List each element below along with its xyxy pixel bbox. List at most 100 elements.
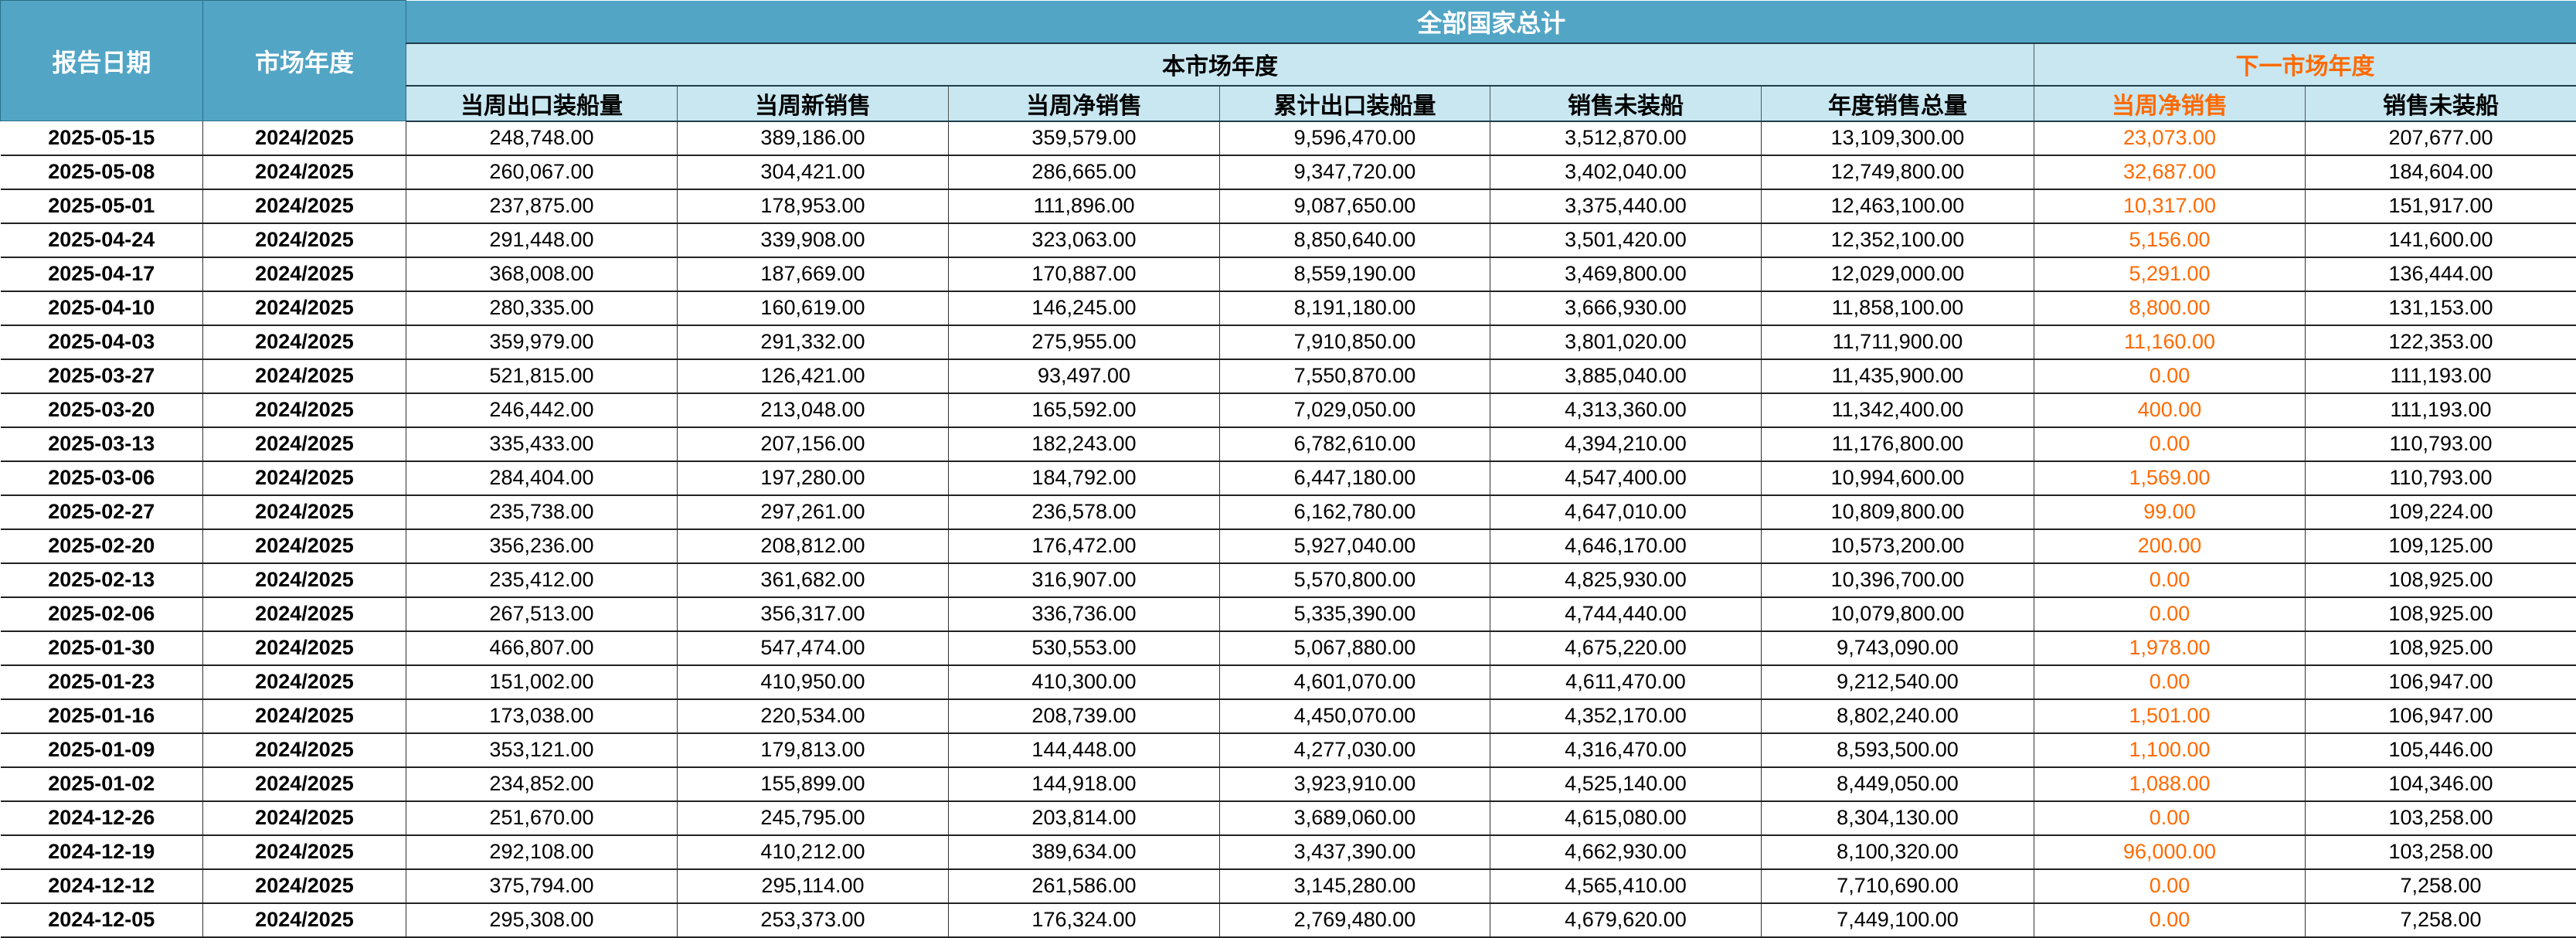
cell-market-year: 2024/2025 [203,869,406,903]
cell-weekly-net-sales: 93,497.00 [949,359,1220,393]
cell-market-year: 2024/2025 [203,665,406,699]
column-header-weekly-exports: 当周出口装船量 [406,86,678,121]
cell-total-commitments: 12,029,000.00 [1762,257,2034,291]
cell-weekly-new-sales: 178,953.00 [678,189,949,223]
cell-weekly-net-sales: 182,243.00 [949,427,1220,461]
cell-market-year: 2024/2025 [203,801,406,835]
cell-weekly-new-sales: 213,048.00 [678,393,949,427]
cell-weekly-new-sales: 361,682.00 [678,563,949,597]
cell-weekly-new-sales: 155,899.00 [678,767,949,801]
cell-next-year-outstanding-sales: 7,258.00 [2306,869,2576,903]
cell-market-year: 2024/2025 [203,631,406,665]
cell-outstanding-sales: 3,402,040.00 [1490,155,1762,189]
cell-outstanding-sales: 3,375,440.00 [1490,189,1762,223]
cell-market-year: 2024/2025 [203,461,406,495]
cell-weekly-exports: 235,412.00 [406,563,678,597]
cell-cumulative-exports: 8,191,180.00 [1220,291,1490,325]
cell-outstanding-sales: 3,469,800.00 [1490,257,1762,291]
cell-weekly-exports: 521,815.00 [406,359,678,393]
cell-weekly-net-sales: 165,592.00 [949,393,1220,427]
cell-report-date: 2025-01-30 [1,631,203,665]
cell-next-year-outstanding-sales: 108,925.00 [2306,631,2576,665]
cell-cumulative-exports: 4,601,070.00 [1220,665,1490,699]
cell-market-year: 2024/2025 [203,733,406,767]
cell-next-year-net-sales: 10,317.00 [2034,189,2306,223]
cell-next-year-outstanding-sales: 136,444.00 [2306,257,2576,291]
cell-weekly-new-sales: 197,280.00 [678,461,949,495]
cell-next-year-net-sales: 0.00 [2034,801,2306,835]
cell-cumulative-exports: 4,450,070.00 [1220,699,1490,733]
cell-weekly-exports: 151,002.00 [406,665,678,699]
cell-outstanding-sales: 4,744,440.00 [1490,597,1762,631]
cell-cumulative-exports: 3,923,910.00 [1220,767,1490,801]
cell-market-year: 2024/2025 [203,223,406,257]
cell-next-year-net-sales: 1,088.00 [2034,767,2306,801]
table-title: 全部国家总计 [406,1,2576,43]
cell-next-year-outstanding-sales: 110,793.00 [2306,427,2576,461]
cell-market-year: 2024/2025 [203,359,406,393]
cell-weekly-new-sales: 547,474.00 [678,631,949,665]
cell-market-year: 2024/2025 [203,767,406,801]
cell-next-year-net-sales: 1,100.00 [2034,733,2306,767]
cell-weekly-net-sales: 170,887.00 [949,257,1220,291]
cell-total-commitments: 10,573,200.00 [1762,529,2034,563]
cell-total-commitments: 11,858,100.00 [1762,291,2034,325]
cell-weekly-exports: 251,670.00 [406,801,678,835]
cell-market-year: 2024/2025 [203,495,406,529]
cell-weekly-exports: 248,748.00 [406,121,678,155]
cell-next-year-outstanding-sales: 106,947.00 [2306,665,2576,699]
cell-market-year: 2024/2025 [203,903,406,937]
cell-next-year-outstanding-sales: 109,125.00 [2306,529,2576,563]
cell-next-year-outstanding-sales: 103,258.00 [2306,835,2576,869]
cell-next-year-outstanding-sales: 122,353.00 [2306,325,2576,359]
cell-weekly-new-sales: 245,795.00 [678,801,949,835]
cell-outstanding-sales: 4,547,400.00 [1490,461,1762,495]
cell-weekly-new-sales: 179,813.00 [678,733,949,767]
cell-next-year-net-sales: 23,073.00 [2034,121,2306,155]
cell-weekly-net-sales: 176,324.00 [949,903,1220,937]
cell-next-year-outstanding-sales: 207,677.00 [2306,121,2576,155]
group-header-next-year: 下一市场年度 [2034,43,2576,86]
cell-next-year-outstanding-sales: 110,793.00 [2306,461,2576,495]
cell-weekly-new-sales: 220,534.00 [678,699,949,733]
cell-weekly-net-sales: 176,472.00 [949,529,1220,563]
cell-weekly-new-sales: 126,421.00 [678,359,949,393]
cell-next-year-outstanding-sales: 108,925.00 [2306,563,2576,597]
cell-weekly-net-sales: 144,918.00 [949,767,1220,801]
cell-next-year-outstanding-sales: 106,947.00 [2306,699,2576,733]
cell-weekly-net-sales: 261,586.00 [949,869,1220,903]
cell-outstanding-sales: 4,316,470.00 [1490,733,1762,767]
cell-cumulative-exports: 5,335,390.00 [1220,597,1490,631]
cell-next-year-net-sales: 0.00 [2034,597,2306,631]
cell-cumulative-exports: 6,162,780.00 [1220,495,1490,529]
cell-weekly-net-sales: 146,245.00 [949,291,1220,325]
cell-report-date: 2025-04-17 [1,257,203,291]
cell-next-year-net-sales: 0.00 [2034,665,2306,699]
cell-market-year: 2024/2025 [203,325,406,359]
cell-market-year: 2024/2025 [203,427,406,461]
cell-total-commitments: 13,109,300.00 [1762,121,2034,155]
cell-weekly-net-sales: 359,579.00 [949,121,1220,155]
cell-report-date: 2025-02-13 [1,563,203,597]
cell-weekly-exports: 246,442.00 [406,393,678,427]
cell-total-commitments: 9,743,090.00 [1762,631,2034,665]
cell-weekly-new-sales: 208,812.00 [678,529,949,563]
cell-weekly-new-sales: 410,950.00 [678,665,949,699]
cell-weekly-net-sales: 111,896.00 [949,189,1220,223]
column-header-weekly-net-sales: 当周净销售 [949,86,1220,121]
cell-weekly-new-sales: 207,156.00 [678,427,949,461]
cell-next-year-outstanding-sales: 109,224.00 [2306,495,2576,529]
cell-weekly-net-sales: 208,739.00 [949,699,1220,733]
column-header-weekly-new-sales: 当周新销售 [678,86,949,121]
cell-weekly-new-sales: 410,212.00 [678,835,949,869]
cell-next-year-outstanding-sales: 151,917.00 [2306,189,2576,223]
